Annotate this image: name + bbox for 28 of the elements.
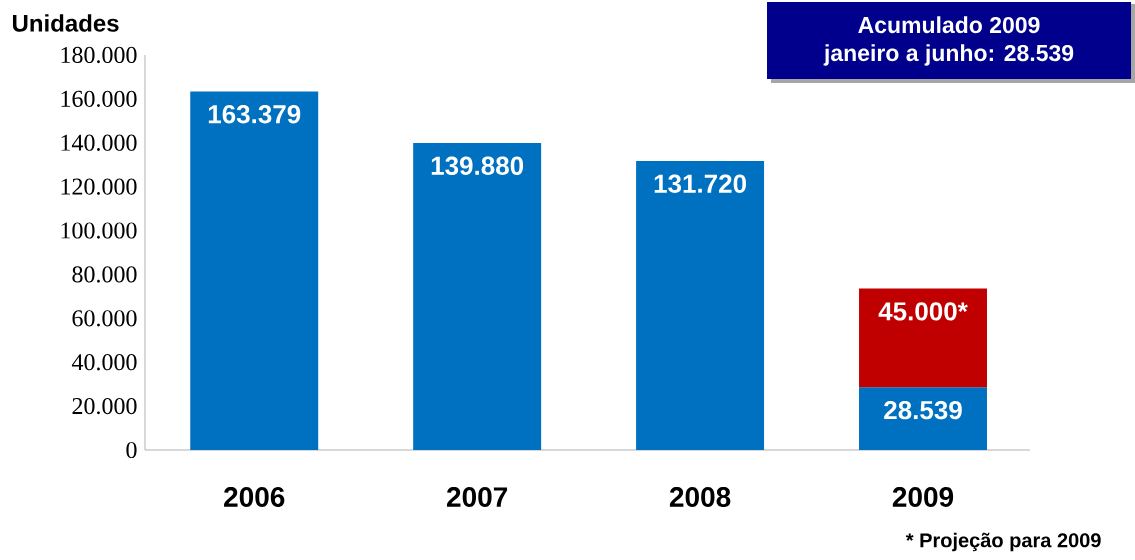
y-tick-label: 140.000 <box>61 134 137 151</box>
text: Acumulado 2009 <box>858 16 1040 34</box>
x-tick-label: 2009 <box>892 487 954 507</box>
data-label: 131.720 <box>654 174 746 193</box>
data-label: 163.379 <box>208 105 301 124</box>
text: * Projeção para 2009 <box>905 532 1101 552</box>
bar <box>413 143 542 450</box>
y-tick-label: 100.000 <box>61 222 137 239</box>
y-tick-label: 0 <box>126 441 137 459</box>
y-tick-label: 160.000 <box>61 90 137 108</box>
bar <box>859 387 987 450</box>
y-tick-label: 120.000 <box>61 178 137 195</box>
data-label: 28.539 <box>884 400 962 420</box>
x-tick-label: 2007 <box>446 487 508 507</box>
bar <box>859 288 987 388</box>
y-tick-label: 60.000 <box>72 310 137 327</box>
x-tick-label: 2006 <box>224 487 285 507</box>
y-tick-label: 40.000 <box>71 354 137 371</box>
y-tick-label: 80.000 <box>72 266 137 283</box>
bar <box>190 91 319 450</box>
data-label: 139.880 <box>431 156 524 176</box>
y-axis-title: Unidades <box>12 14 119 32</box>
bar <box>636 160 765 450</box>
data-label: 45.000* <box>878 302 968 321</box>
y-tick-label: 20.000 <box>72 397 137 415</box>
y-tick-label: 180.000 <box>61 46 137 64</box>
x-tick-label: 2008 <box>669 487 731 507</box>
annotation: janeiro a junho: 28.539 <box>823 44 1074 66</box>
